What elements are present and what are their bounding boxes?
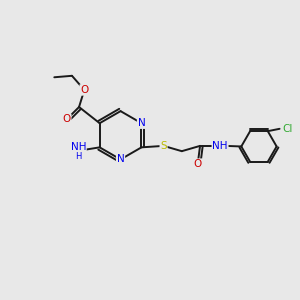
Text: NH: NH	[71, 142, 86, 152]
Text: S: S	[160, 141, 167, 151]
Text: O: O	[194, 159, 202, 169]
Text: N: N	[117, 154, 124, 164]
Text: N: N	[138, 118, 145, 128]
Text: O: O	[62, 114, 71, 124]
Text: O: O	[80, 85, 88, 95]
Text: NH: NH	[212, 141, 228, 151]
Text: Cl: Cl	[282, 124, 292, 134]
Text: H: H	[75, 152, 82, 161]
